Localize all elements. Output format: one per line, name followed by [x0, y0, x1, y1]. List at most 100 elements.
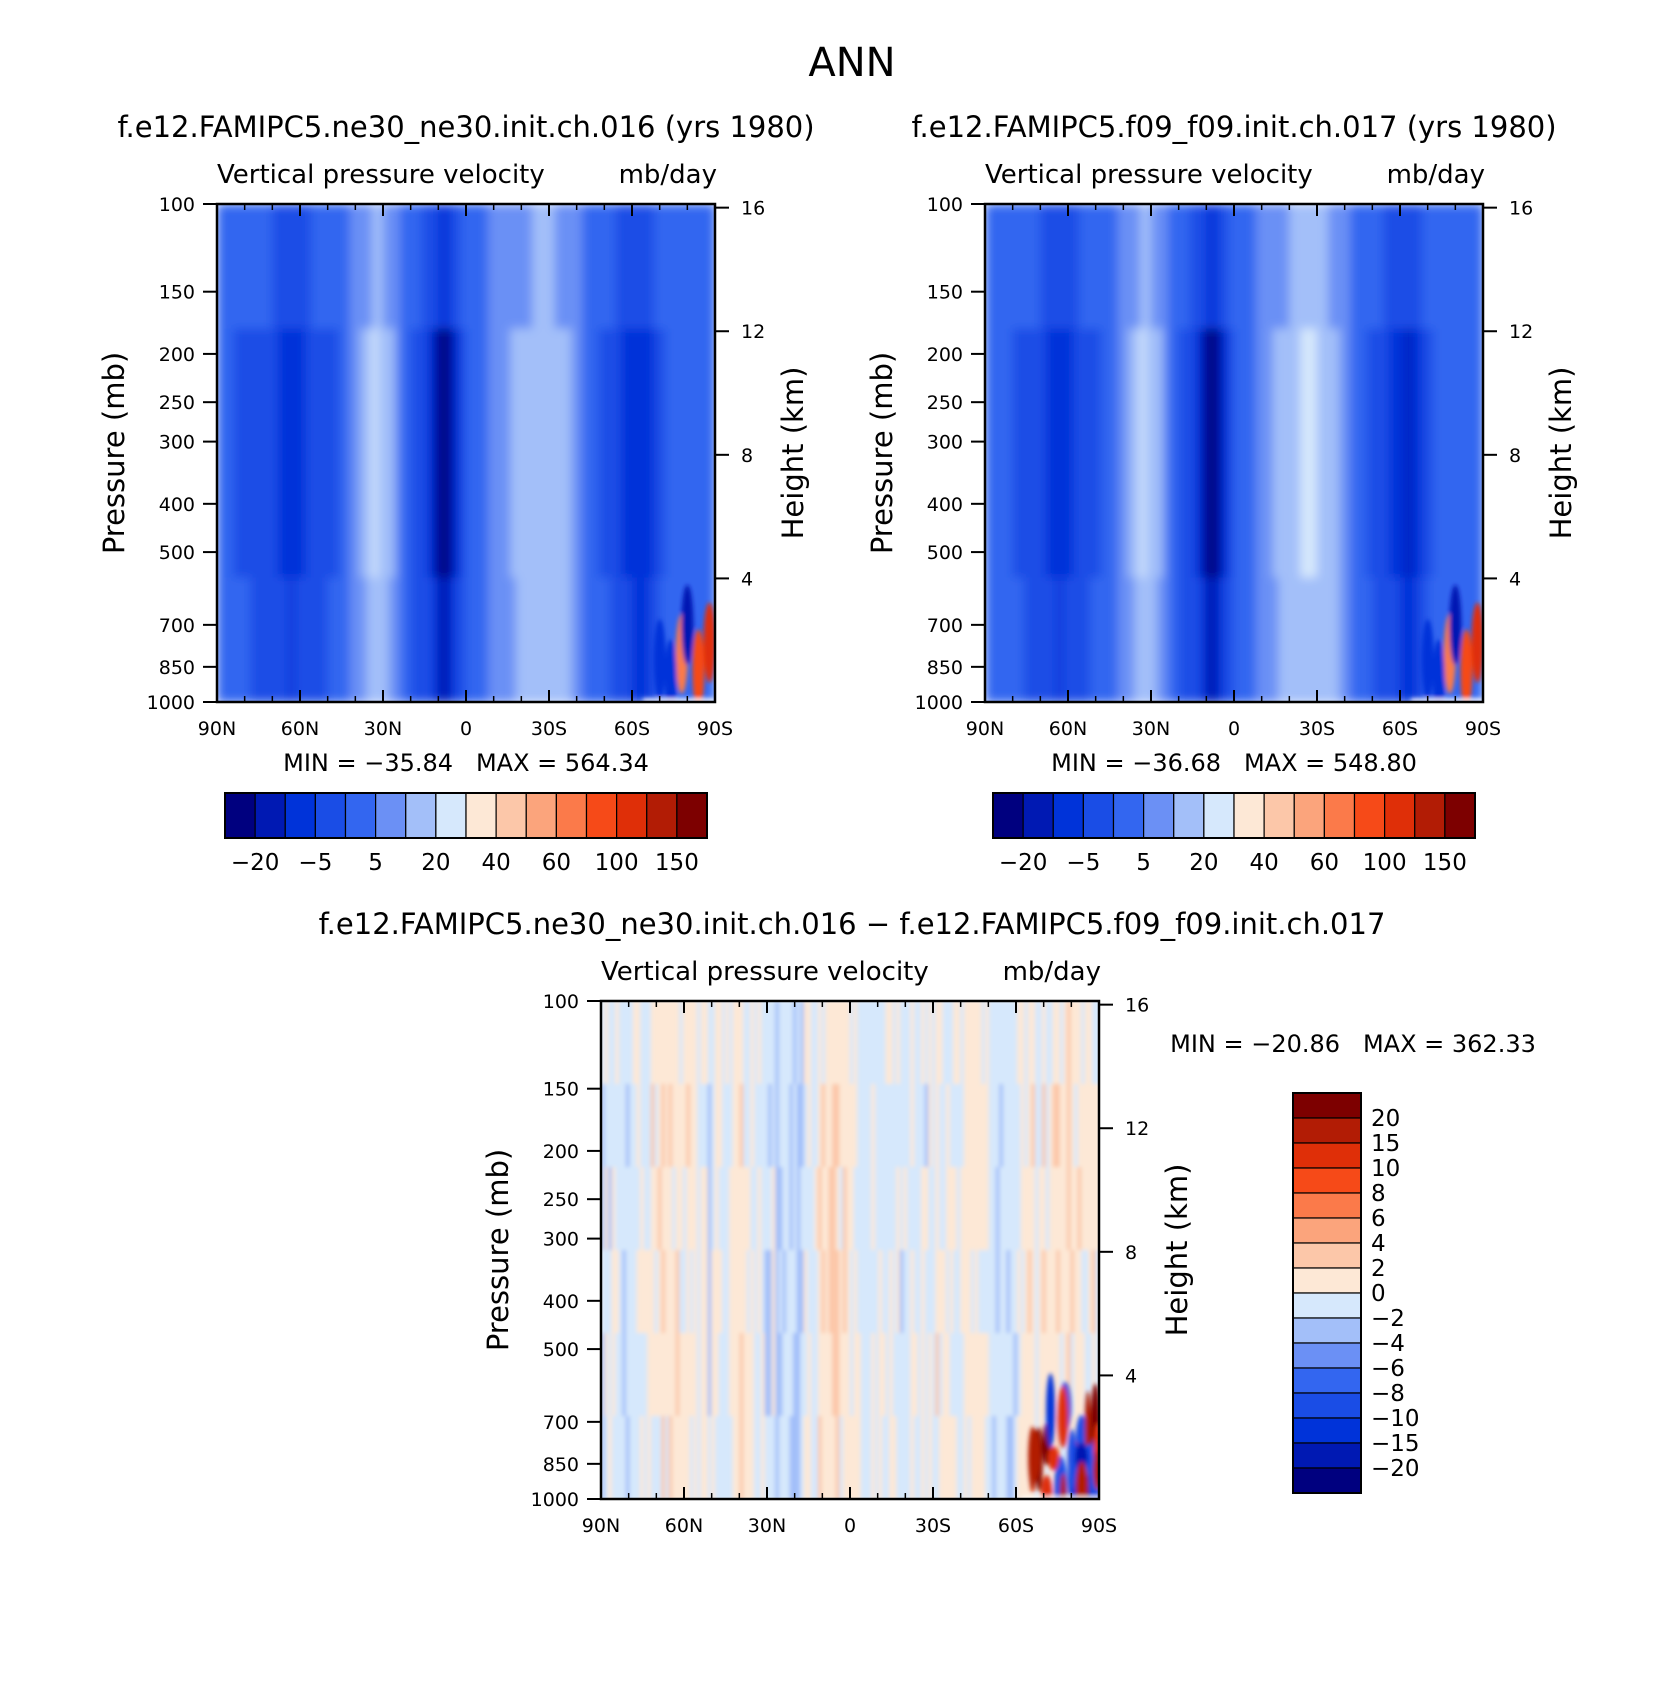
field-cell	[1106, 204, 1114, 330]
field-cell	[629, 1333, 634, 1417]
field-cell	[1267, 328, 1274, 454]
field-cell	[1088, 1333, 1093, 1417]
field-cell	[647, 1416, 652, 1499]
field-cell	[828, 1416, 834, 1499]
field-cell	[796, 1084, 801, 1168]
field-cell	[471, 204, 478, 330]
field-cell	[896, 1084, 901, 1168]
field-cell	[668, 1333, 673, 1417]
field-cell	[1106, 328, 1114, 454]
field-cell	[1394, 328, 1401, 454]
field-cell	[1084, 453, 1091, 579]
field-cell	[693, 1250, 698, 1334]
field-cell	[981, 1001, 986, 1085]
field-cell	[931, 1416, 937, 1499]
field-cell	[990, 577, 997, 702]
field-cell	[449, 453, 456, 579]
y2-tick-label: 16	[1509, 198, 1533, 220]
field-cell	[1239, 453, 1246, 579]
field-cell	[889, 1416, 894, 1499]
field-cell	[682, 1416, 688, 1499]
field-cell	[526, 453, 534, 579]
field-cell	[665, 1250, 670, 1334]
field-cell	[1010, 1250, 1015, 1334]
field-cell	[587, 328, 595, 454]
field-cell	[1350, 577, 1357, 702]
field-cell	[371, 204, 379, 330]
field-cell	[736, 1001, 741, 1085]
field-cell	[835, 1416, 841, 1499]
field-cell	[857, 1333, 862, 1417]
field-cell	[1074, 1250, 1079, 1334]
field-cell	[438, 453, 445, 579]
field-cell	[277, 577, 285, 702]
field-cell	[1034, 1084, 1040, 1168]
field-cell	[899, 1167, 905, 1251]
field-cell	[739, 1001, 745, 1085]
field-cell	[1042, 1250, 1047, 1334]
field-cell	[914, 1416, 919, 1499]
field-cell	[1405, 577, 1412, 702]
field-cell	[1051, 328, 1058, 454]
field-cell	[598, 453, 606, 579]
field-cell	[697, 1084, 702, 1168]
field-cell	[1117, 453, 1125, 579]
field-cell	[739, 1416, 745, 1499]
field-cell	[935, 1250, 940, 1334]
field-cell	[714, 1001, 720, 1085]
field-cell	[985, 577, 992, 702]
field-cell	[974, 1167, 979, 1251]
field-cell	[698, 204, 705, 330]
field-cell	[885, 1416, 890, 1499]
field-cell	[228, 328, 235, 454]
field-cell	[970, 1416, 976, 1499]
field-cell	[1151, 453, 1158, 579]
field-cell	[746, 1250, 752, 1334]
x-tick-label: 60N	[281, 718, 319, 740]
field-cell	[668, 1167, 673, 1251]
field-cell	[1394, 577, 1401, 702]
field-cell	[1034, 1167, 1040, 1251]
field-cell	[643, 328, 650, 454]
field-cell	[217, 577, 224, 702]
field-cell	[1200, 577, 1208, 702]
colorbar-box	[1292, 1142, 1362, 1169]
field-cell	[477, 328, 484, 454]
field-cell	[272, 453, 279, 579]
field-cell	[626, 328, 633, 454]
field-cell	[1222, 453, 1230, 579]
field-cell	[532, 328, 539, 454]
field-cell	[753, 1167, 759, 1251]
field-cell	[946, 1167, 951, 1251]
field-cell	[803, 1416, 809, 1499]
field-cell	[228, 577, 235, 702]
field-cell	[604, 328, 611, 454]
colorbar-label: −8	[1371, 1381, 1405, 1407]
field-cell	[1167, 328, 1174, 454]
field-cell	[1056, 577, 1064, 702]
field-cell	[1090, 577, 1097, 702]
field-cell	[764, 1250, 769, 1334]
field-cell	[1411, 328, 1418, 454]
field-cell	[1438, 577, 1446, 702]
field-cell	[493, 328, 500, 454]
colorbar-box	[1292, 1292, 1362, 1319]
field-cell	[1070, 1333, 1075, 1417]
y2-tick-label: 4	[741, 568, 753, 590]
field-cell	[1077, 1333, 1083, 1417]
field-cell	[718, 1084, 723, 1168]
field-cell	[1400, 328, 1407, 454]
field-cell	[675, 1250, 681, 1334]
field-cell	[906, 1416, 912, 1499]
field-cell	[471, 328, 478, 454]
field-cell	[1311, 453, 1318, 579]
field-cell	[1134, 204, 1141, 330]
field-cell	[956, 1333, 962, 1417]
field-cell	[892, 1167, 898, 1251]
field-cell	[914, 1167, 919, 1251]
field-cell	[1007, 577, 1014, 702]
x-tick-label: 0	[1228, 718, 1240, 740]
field-cell	[732, 1084, 737, 1168]
field-cell	[949, 1416, 954, 1499]
field-cell	[746, 1416, 752, 1499]
